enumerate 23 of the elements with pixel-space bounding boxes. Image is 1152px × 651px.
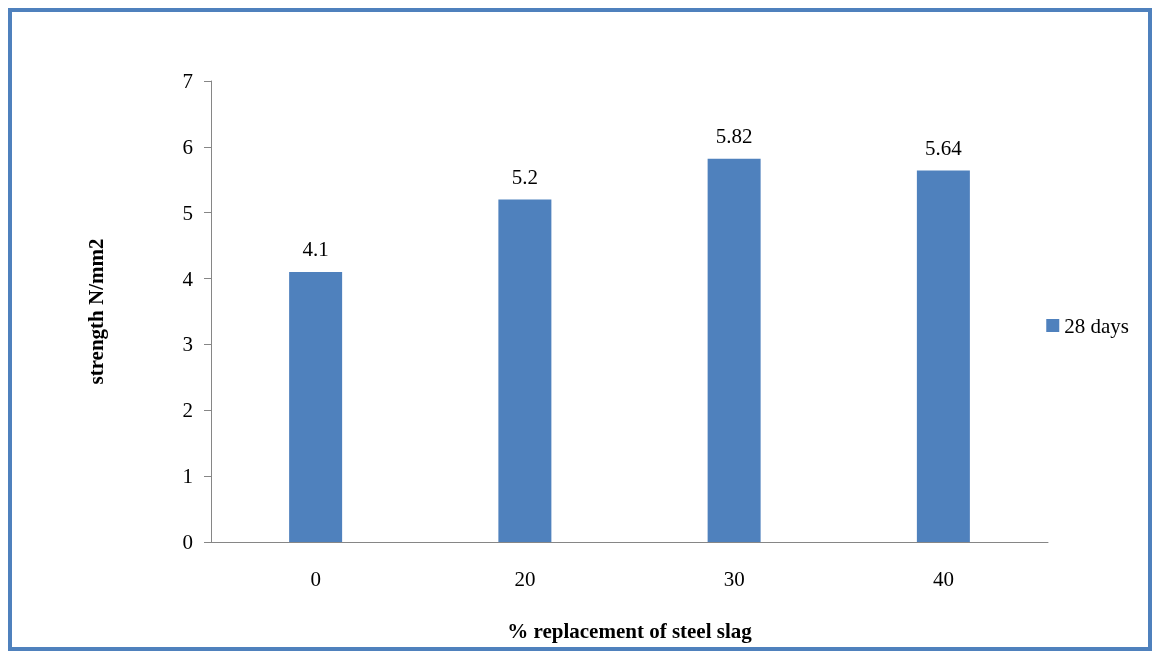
bar: [289, 271, 343, 542]
y-tick-label: 4: [182, 266, 194, 291]
bar: [916, 170, 970, 542]
data-label: 4.1: [302, 237, 329, 262]
x-axis-title: % replacement of steel slag: [507, 618, 753, 643]
y-tick-label: 2: [182, 398, 193, 423]
x-tick-label: 0: [310, 566, 321, 591]
bar: [498, 199, 552, 542]
bar: [707, 158, 761, 542]
y-tick-label: 3: [182, 332, 193, 357]
legend-label: 28 days: [1064, 313, 1130, 338]
y-axis-title: strength N/mm2: [83, 238, 108, 385]
y-tick-label: 0: [182, 530, 193, 554]
y-tick-label: 7: [182, 69, 193, 93]
x-tick-label: 30: [723, 566, 745, 591]
y-tick-label: 5: [182, 200, 193, 225]
y-tick-label: 6: [182, 134, 193, 159]
data-label: 5.2: [511, 165, 538, 190]
x-tick-label: 20: [514, 566, 536, 591]
x-tick-label: 40: [932, 566, 954, 591]
data-label: 5.64: [925, 136, 963, 161]
y-tick-label: 1: [182, 464, 193, 489]
data-label: 5.82: [715, 124, 753, 149]
